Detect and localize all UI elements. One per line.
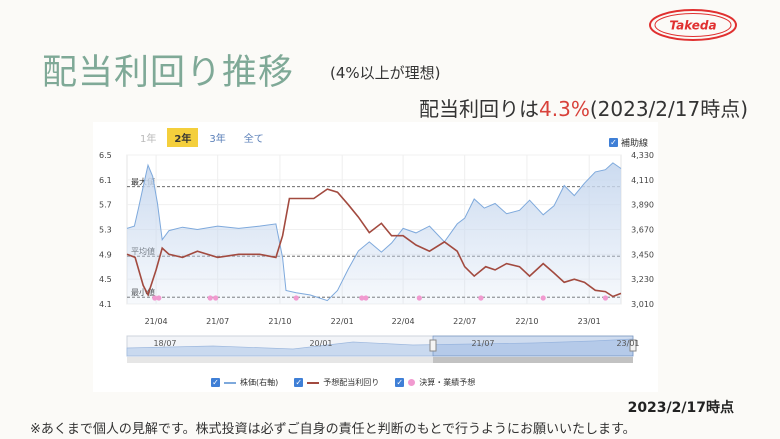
right-tick-label: 3,450 — [631, 250, 654, 259]
navigator-selection — [432, 335, 634, 357]
yield-prefix: 配当利回りは — [419, 97, 540, 121]
event-marker — [602, 295, 609, 301]
right-tick-label: 3,010 — [631, 300, 654, 309]
price-series — [126, 162, 622, 304]
left-tick-label: 6.1 — [99, 176, 112, 185]
navigator-handle-left — [429, 339, 437, 352]
left-tick-label: 4.5 — [99, 275, 112, 284]
page-subtitle: (4%以上が理想) — [330, 64, 441, 82]
x-tick-label: 23/01 — [578, 317, 601, 326]
yield-series — [126, 188, 622, 298]
legend-yield-label: 予想配当利回り — [323, 378, 380, 387]
tab-3-years[interactable]: 3年 — [209, 134, 226, 145]
left-tick-label: 6.5 — [99, 151, 112, 160]
price-area — [127, 162, 621, 304]
right-tick-label: 4,330 — [631, 151, 654, 160]
x-tick-label: 21/07 — [206, 317, 229, 326]
price-line — [126, 162, 622, 302]
legend-line-icon — [224, 381, 236, 384]
event-marker — [478, 295, 484, 301]
event-marker — [207, 295, 213, 301]
legend-line-icon — [307, 381, 320, 384]
event-marker — [359, 295, 365, 301]
event-markers — [152, 295, 609, 301]
right-tick-label: 3,670 — [631, 226, 654, 235]
yield-line — [126, 188, 622, 298]
logo-text: Takeda — [669, 19, 716, 33]
checkbox-icon[interactable]: ✓ — [211, 378, 220, 387]
takeda-logo: Takeda — [649, 9, 737, 41]
right-tick-label: 3,230 — [631, 275, 654, 284]
checkbox-icon[interactable]: ✓ — [395, 378, 405, 387]
checkbox-icon[interactable]: ✓ — [294, 378, 304, 387]
left-tick-label: 5.3 — [99, 226, 112, 235]
aux-line-toggle[interactable]: ✓ 補助線 — [609, 136, 648, 149]
reference-label: 最大値 — [131, 177, 155, 187]
legend-yield[interactable]: ✓ 予想配当利回り — [294, 377, 379, 388]
period-tabs: 1年 2年 3年 全て — [133, 128, 271, 147]
navigator-label: 23/01 — [616, 339, 639, 348]
left-tick-label: 4.1 — [99, 300, 112, 309]
tab-1-year[interactable]: 1年 — [140, 134, 157, 145]
x-tick-label: 21/04 — [145, 317, 168, 326]
x-tick-label: 22/10 — [515, 317, 538, 326]
chart-panel: 1年 2年 3年 全て ✓ 補助線 最大値平均値最小値 21/0421/0721… — [93, 122, 658, 392]
legend-dot-icon — [408, 379, 416, 386]
navigator-handle-right — [629, 339, 637, 352]
event-marker — [540, 295, 546, 301]
navigator-scrollbar — [127, 357, 633, 363]
yield-value: 4.3% — [539, 97, 590, 121]
range-navigator[interactable]: 18/07 20/01 21/07 23/01 — [126, 335, 640, 363]
event-marker — [156, 295, 162, 301]
x-tick-label: 22/01 — [331, 317, 354, 326]
navigator-label: 20/01 — [309, 339, 332, 348]
legend-events[interactable]: ✓ 決算・業績予想 — [395, 377, 475, 388]
tab-all[interactable]: 全て — [243, 134, 264, 145]
event-marker — [293, 295, 299, 301]
chart-axes: 21/04 21/07 21/10 22/01 22/04 22/07 22/10 23/01… — [99, 151, 654, 326]
navigator-label: 21/07 — [471, 339, 494, 348]
disclaimer: ※あくまで個人の見解です。株式投資は必ずご自身の責任と判断のもとで行うようにお願… — [30, 422, 636, 437]
chart-legend: ✓ 株価(右軸) ✓ 予想配当利回り ✓ 決算・業績予想 — [211, 377, 475, 388]
as-of-date: 2023/2/17時点 — [627, 400, 734, 416]
x-tick-label: 22/04 — [392, 317, 415, 326]
yield-date: (2023/2/17時点) — [589, 97, 748, 121]
yield-summary: 配当利回りは4.3%(2023/2/17時点) — [419, 93, 748, 122]
chart-svg: 最大値平均値最小値 21/0421/0721/1022/0122/0422/07… — [99, 151, 654, 363]
legend-price[interactable]: ✓ 株価(右軸) — [211, 377, 278, 388]
navigator-label: 18/07 — [153, 339, 176, 348]
right-tick-label: 4,110 — [631, 176, 654, 185]
checkbox-icon[interactable]: ✓ — [609, 138, 618, 147]
tab-2-years[interactable]: 2年 — [167, 128, 199, 147]
event-marker — [416, 295, 422, 301]
navigator-scrollbar-thumb — [433, 357, 633, 363]
aux-line-label: 補助線 — [621, 139, 649, 149]
page-title: 配当利回り推移 — [42, 53, 295, 93]
x-tick-label: 21/10 — [268, 317, 291, 326]
legend-events-label: 決算・業績予想 — [419, 378, 476, 387]
left-tick-label: 5.7 — [99, 201, 112, 210]
right-tick-label: 3,890 — [631, 201, 654, 210]
event-marker — [213, 295, 219, 301]
event-marker — [363, 295, 369, 301]
event-marker — [152, 295, 158, 301]
x-tick-label: 22/07 — [453, 317, 476, 326]
left-tick-label: 4.9 — [99, 250, 112, 259]
legend-price-label: 株価(右軸) — [240, 378, 279, 387]
